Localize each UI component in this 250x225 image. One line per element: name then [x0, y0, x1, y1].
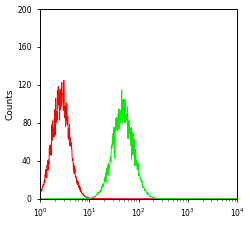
- Y-axis label: Counts: Counts: [6, 88, 15, 120]
